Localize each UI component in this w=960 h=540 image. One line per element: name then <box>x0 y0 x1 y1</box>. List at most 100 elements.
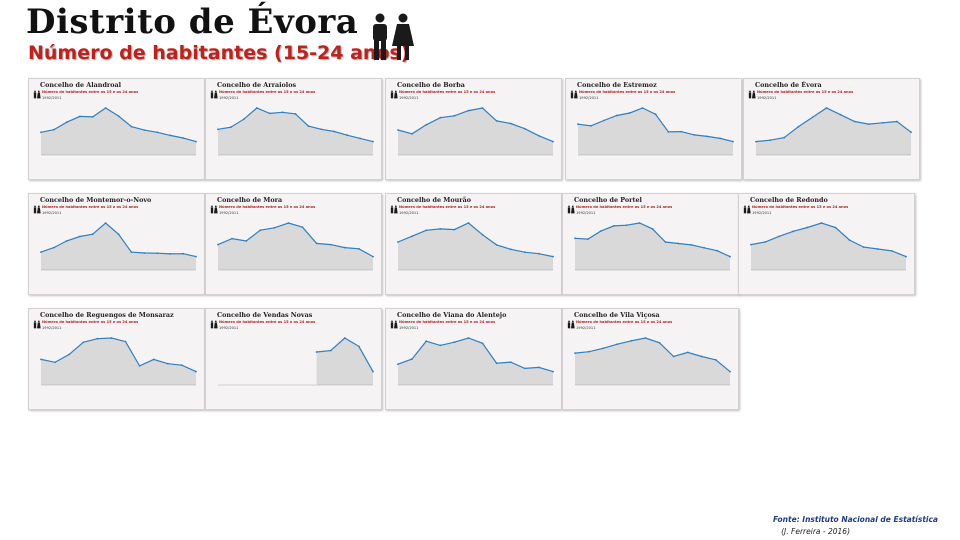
data-point <box>65 121 68 124</box>
chart-period: 1992/2011 <box>576 211 596 215</box>
chart-title: Concelho de Borba <box>397 81 465 89</box>
data-point <box>538 252 540 255</box>
data-point <box>664 241 667 243</box>
data-point <box>40 251 42 253</box>
area-chart <box>750 222 907 271</box>
data-point <box>509 122 512 125</box>
data-point <box>612 225 615 227</box>
data-point <box>467 222 470 224</box>
data-point <box>654 113 657 116</box>
data-point <box>78 115 81 118</box>
chart-period: 1992/2011 <box>757 96 777 100</box>
chart-card: Concelho de Portel Número de habitantes e… <box>562 193 739 295</box>
data-point <box>104 107 107 109</box>
data-point <box>453 228 456 231</box>
series-area <box>41 108 196 155</box>
data-point <box>644 337 647 339</box>
chart-card: Concelho de Redondo Número de habitantes … <box>738 193 915 295</box>
chart-series-label: Número de habitantes entre os 15 e os 24… <box>219 320 316 324</box>
chart-title: Concelho de Évora <box>755 81 822 89</box>
data-point <box>552 140 554 143</box>
data-point <box>797 125 800 128</box>
data-point <box>638 222 641 224</box>
data-point <box>523 251 526 254</box>
data-point <box>40 131 42 134</box>
chart-title: Concelho de Arraiolos <box>217 81 297 89</box>
data-point <box>574 352 576 354</box>
data-point <box>231 237 233 240</box>
data-point <box>693 134 696 136</box>
data-point <box>104 222 107 224</box>
data-point <box>811 116 814 119</box>
chart-period: 1992/2011 <box>219 326 239 330</box>
data-point <box>53 128 55 131</box>
data-point <box>783 136 786 139</box>
data-point <box>590 125 592 127</box>
chart-card: Concelho de Mora Número de habitantes ent… <box>205 193 382 295</box>
chart-period: 1992/2011 <box>399 96 419 100</box>
data-point <box>346 134 349 137</box>
data-point <box>651 228 654 230</box>
series-area <box>41 338 196 385</box>
data-point <box>672 355 675 358</box>
data-point <box>615 114 618 117</box>
data-point <box>439 116 442 119</box>
chart-period: 1992/2011 <box>576 326 596 330</box>
people-icon <box>210 90 218 99</box>
data-point <box>509 361 512 363</box>
data-point <box>910 131 912 134</box>
chart-series-label: Número de habitantes entre os 15 e os 24… <box>579 90 676 94</box>
data-point <box>839 113 842 116</box>
data-point <box>750 243 752 246</box>
data-point <box>538 134 540 137</box>
area-chart <box>397 222 554 271</box>
chart-card: Concelho de Vendas Novas Número de habita… <box>205 308 382 410</box>
series-area <box>575 223 730 270</box>
data-point <box>552 255 554 258</box>
chart-title: Concelho de Estremoz <box>577 81 657 89</box>
people-icon <box>390 205 398 214</box>
series-area <box>218 223 373 270</box>
data-point <box>245 240 248 242</box>
area-chart <box>217 222 374 271</box>
chart-period: 1992/2011 <box>42 211 62 215</box>
data-point <box>625 224 628 227</box>
credit-text: (J. Ferreira - 2016) <box>781 527 850 536</box>
people-icon <box>373 13 414 60</box>
data-point <box>96 337 99 340</box>
data-point <box>372 140 374 143</box>
data-point <box>602 119 605 122</box>
chart-series-label: Número de habitantes entre os 15 e os 24… <box>399 320 496 324</box>
data-point <box>719 137 721 140</box>
chart-title: Concelho de Vendas Novas <box>217 311 313 319</box>
data-point <box>156 131 159 134</box>
data-point <box>453 114 456 117</box>
data-point <box>523 367 526 370</box>
chart-title: Concelho de Viana do Alentejo <box>397 311 507 319</box>
data-point <box>588 350 590 353</box>
area-chart <box>574 337 731 386</box>
series-area <box>751 223 906 270</box>
series-area <box>575 338 730 385</box>
chart-series-label: Número de habitantes entre os 15 e os 24… <box>219 205 316 209</box>
area-chart <box>40 222 197 271</box>
series-line <box>574 337 731 373</box>
data-point <box>78 235 81 238</box>
data-point <box>732 140 734 143</box>
data-point <box>729 255 731 258</box>
data-point <box>343 246 346 249</box>
data-point <box>680 130 683 133</box>
data-point <box>792 230 795 233</box>
data-point <box>523 127 526 130</box>
chart-title: Concelho de Mora <box>217 196 283 204</box>
data-point <box>343 337 346 339</box>
data-point <box>716 249 718 252</box>
data-point <box>110 337 113 339</box>
chart-series-label: Número de habitantes entre os 15 e os 24… <box>576 205 673 209</box>
data-point <box>195 370 197 373</box>
data-point <box>40 358 42 361</box>
data-point <box>169 134 172 137</box>
data-point <box>65 240 68 242</box>
area-chart <box>40 107 197 156</box>
data-point <box>467 109 470 112</box>
